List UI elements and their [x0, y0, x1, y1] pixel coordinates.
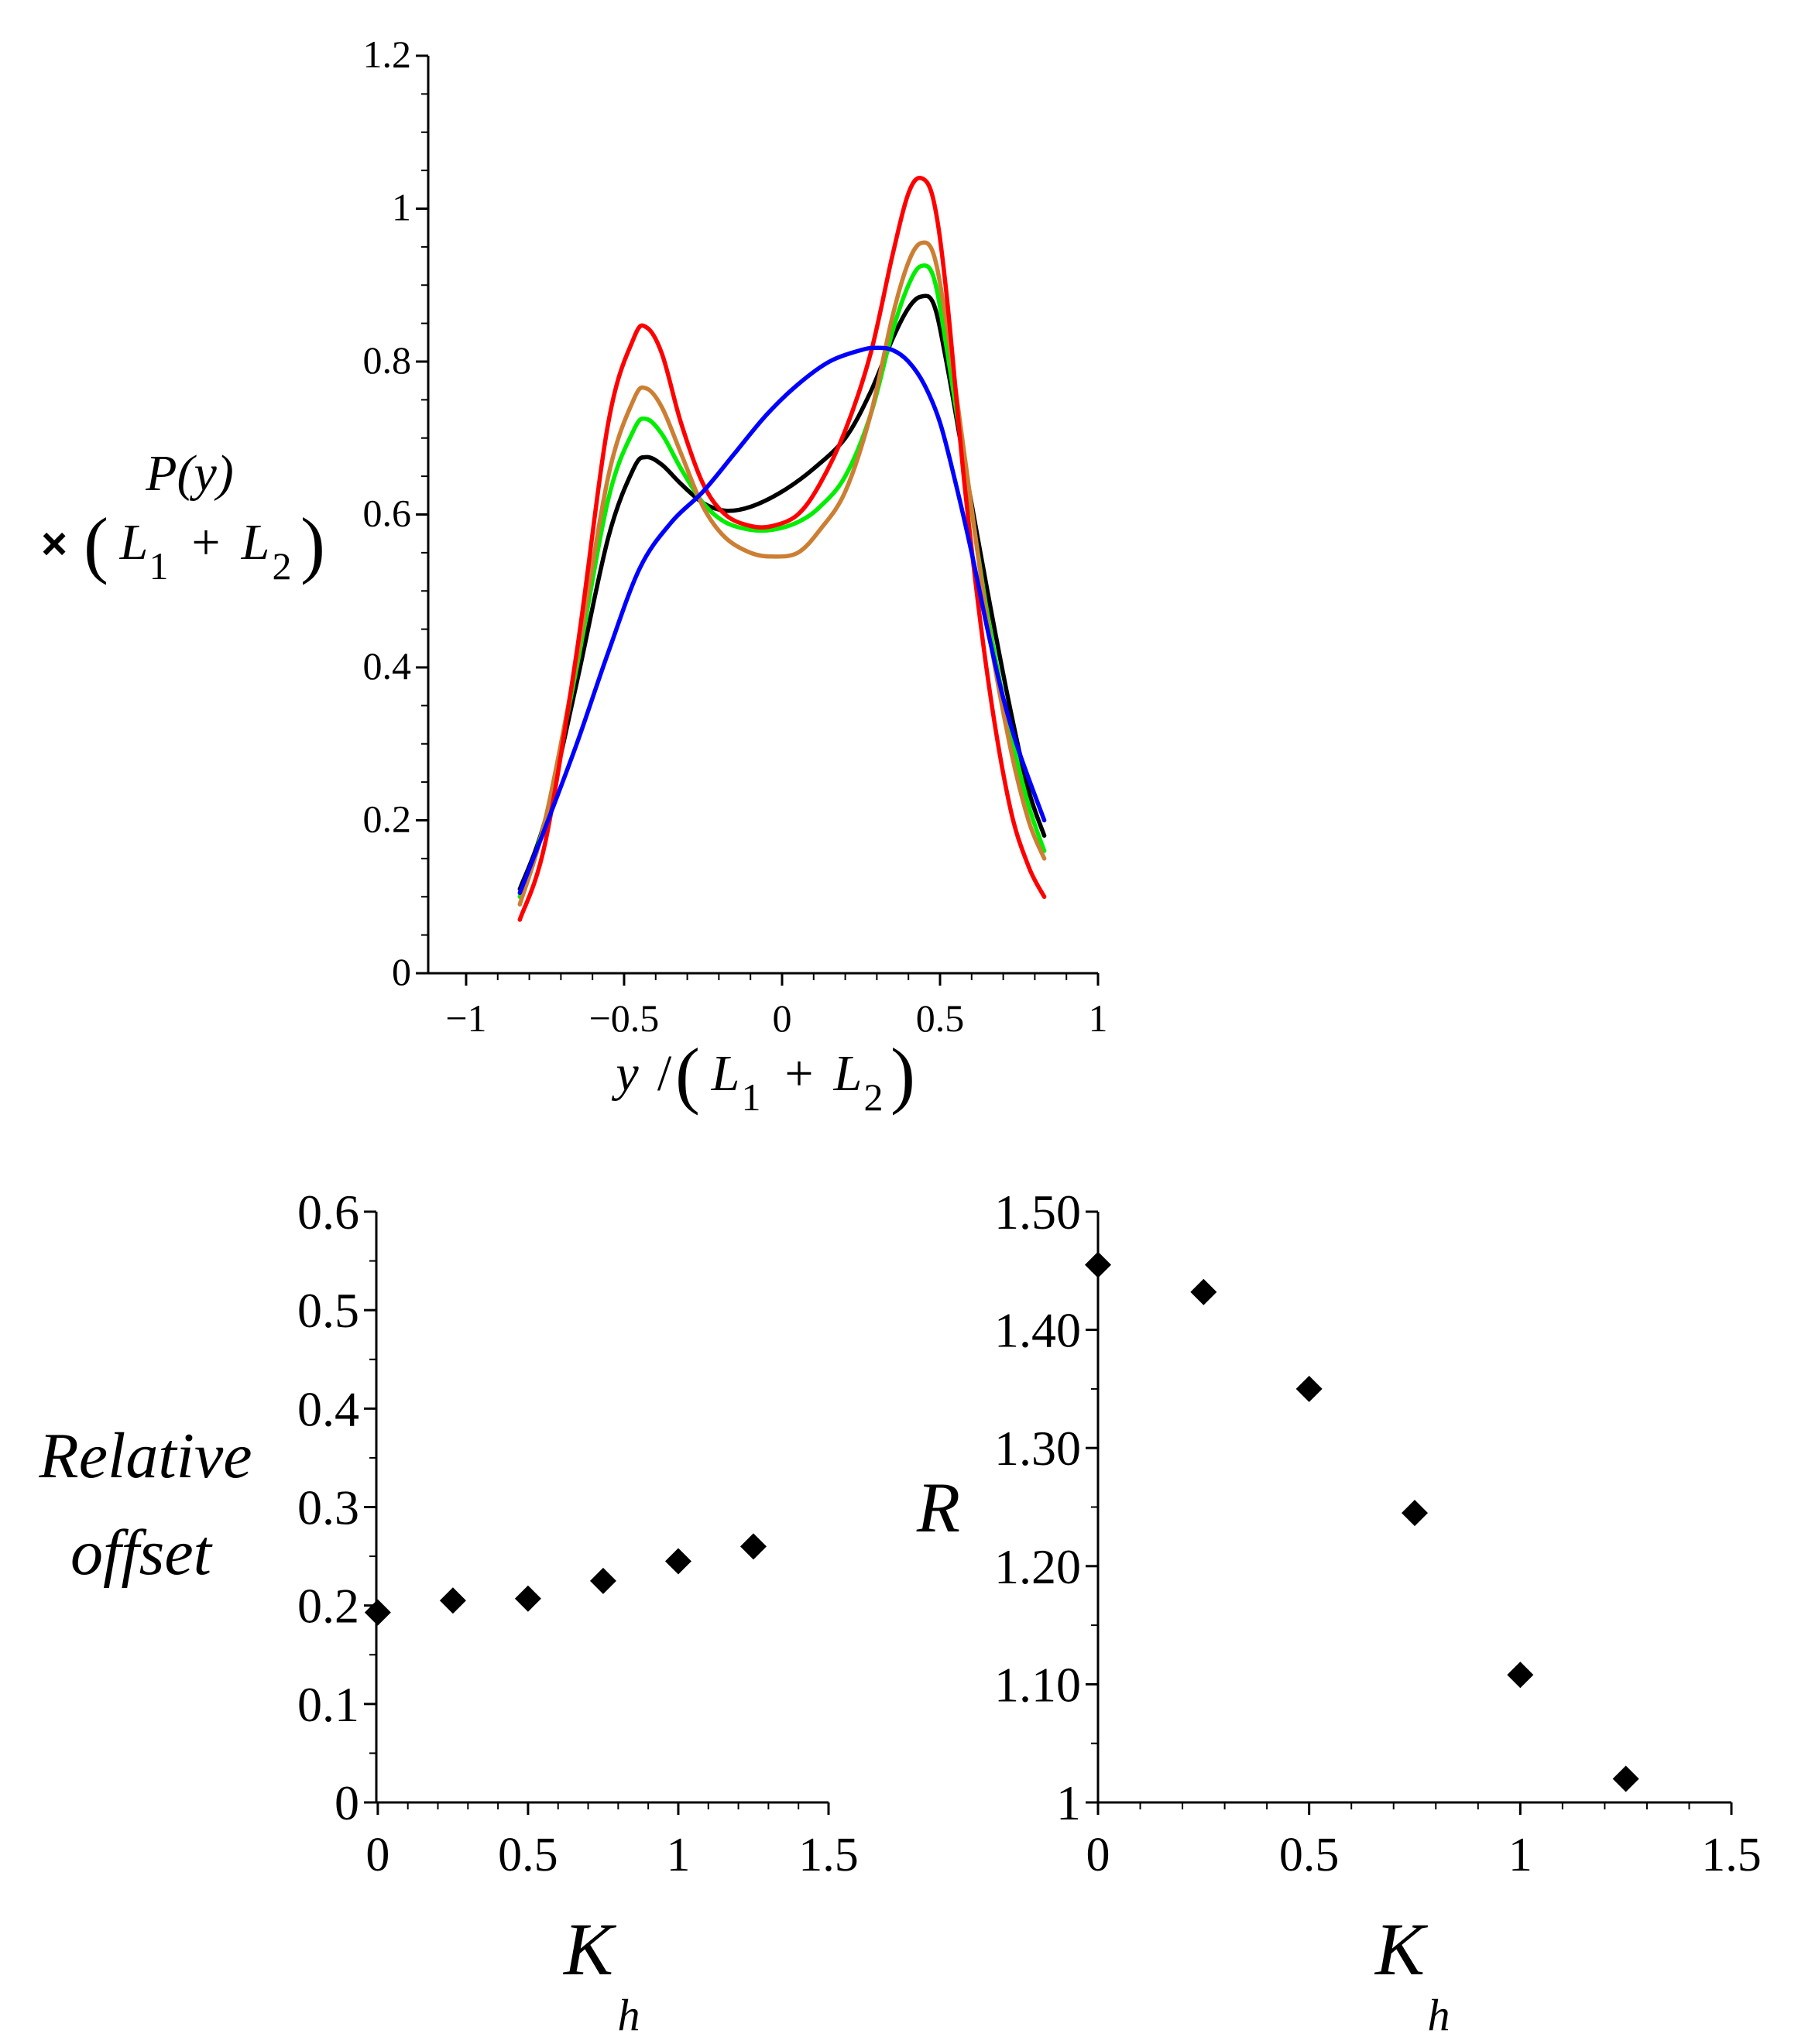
y-label-open-paren: (	[84, 502, 108, 585]
offset-point	[439, 1587, 466, 1614]
offset-y-tick-label: 0.5	[297, 1283, 359, 1338]
density-x-tick-label: 0	[772, 996, 791, 1040]
r-y-label: R	[916, 1468, 960, 1547]
density-y-label: P(y) × ( L 1 + L 2 )	[41, 445, 325, 588]
r-point	[1190, 1278, 1217, 1305]
y-label-l1: L	[119, 514, 149, 571]
density-x-tick-label: −0.5	[589, 996, 660, 1040]
density-y-tick-label: 1.2	[363, 33, 412, 76]
density-y-tick-label: 0.4	[363, 644, 412, 688]
r-y-tick-label: 1	[1056, 1775, 1081, 1830]
y-label-p: P(y)	[145, 445, 234, 502]
y-label-l2: L	[241, 514, 270, 571]
relative-offset-points	[364, 1533, 767, 1626]
x-label-l2: L	[833, 1045, 863, 1102]
x-label-open-paren: (	[675, 1033, 700, 1116]
x-label-slash: /	[657, 1045, 672, 1102]
offset-y-tick-label: 0.2	[297, 1579, 359, 1634]
density-plot-axes	[427, 56, 1098, 975]
r-ratio-ticks: 1 1.10 1.20 1.30 1.40 1.50 0 0.5 1 1.5	[994, 1185, 1762, 1881]
x-label-sub2: 2	[864, 1075, 884, 1119]
x-label-close-paren: )	[890, 1033, 915, 1116]
offset-point	[364, 1599, 391, 1626]
relative-offset-plot: 0 0.1 0.2 0.3 0.4 0.5 0.6 0 0.5 1 1.5 Relative off…	[38, 1185, 858, 2040]
offset-x-label-sub: h	[618, 1990, 640, 2040]
offset-x-label-k: K	[562, 1908, 617, 1991]
density-y-tick-label: 0.2	[363, 797, 412, 841]
offset-x-tick-label: 0	[365, 1829, 389, 1881]
density-x-label: y / ( L 1 + L 2 )	[611, 1033, 915, 1119]
offset-y-label-line1: Relative	[38, 1420, 252, 1492]
offset-y-tick-label: 0.1	[297, 1677, 359, 1732]
offset-point	[514, 1585, 541, 1612]
density-curve-orange	[517, 240, 1047, 907]
r-x-label: K h	[1374, 1908, 1450, 2040]
density-curve-black	[517, 293, 1047, 892]
relative-offset-axes	[375, 1212, 829, 1804]
r-ratio-plot: 1 1.10 1.20 1.30 1.40 1.50 0 0.5 1 1.5 R K h	[916, 1185, 1762, 2040]
r-x-tick-label: 1.5	[1701, 1829, 1762, 1881]
offset-x-tick-label: 1.5	[798, 1829, 859, 1881]
density-plot-ticks: 0 0.2 0.4 0.6 0.8 1 1.2 −1 −0.5 0 0.5 1	[363, 33, 1108, 1040]
offset-y-tick-label: 0.4	[297, 1381, 359, 1436]
density-curves	[517, 175, 1047, 922]
r-y-tick-label: 1.10	[994, 1657, 1081, 1712]
density-x-tick-label: 1	[1089, 996, 1108, 1040]
offset-point	[664, 1548, 691, 1575]
r-x-label-k: K	[1374, 1908, 1429, 1991]
x-label-plus: +	[784, 1045, 813, 1102]
r-point	[1612, 1765, 1639, 1792]
x-label-sub1: 1	[742, 1075, 761, 1119]
density-curve-red	[517, 175, 1047, 922]
r-point	[1402, 1500, 1428, 1527]
x-label-y: y	[611, 1045, 639, 1102]
offset-y-label-line2: offset	[70, 1517, 214, 1589]
r-y-tick-label: 1.30	[994, 1421, 1081, 1476]
r-y-tick-label: 1.50	[994, 1185, 1081, 1240]
svg-text:P(y): P(y)	[145, 445, 234, 502]
offset-x-label: K h	[562, 1908, 640, 2040]
r-x-tick-label: 0.5	[1279, 1829, 1340, 1881]
x-label-l1: L	[711, 1045, 740, 1102]
y-label-plus: +	[191, 514, 220, 571]
y-label-close-paren: )	[300, 502, 325, 585]
offset-x-tick-label: 0.5	[498, 1829, 558, 1881]
r-x-tick-label: 0	[1086, 1829, 1110, 1881]
density-plot: 0 0.2 0.4 0.6 0.8 1 1.2 −1 −0.5 0 0.5 1 P(y) × ( L …	[41, 33, 1107, 1119]
r-point	[1085, 1251, 1111, 1278]
r-point	[1507, 1662, 1534, 1689]
r-y-tick-label: 1.20	[994, 1539, 1081, 1594]
offset-x-tick-label: 1	[666, 1829, 690, 1881]
density-y-tick-label: 1	[392, 186, 411, 229]
density-y-tick-label: 0.6	[363, 492, 412, 535]
density-y-tick-label: 0	[392, 950, 411, 993]
r-point	[1295, 1375, 1323, 1402]
r-x-tick-label: 1	[1508, 1829, 1532, 1881]
y-label-times: ×	[41, 519, 67, 569]
offset-point	[739, 1533, 767, 1560]
density-curve-blue	[517, 345, 1047, 896]
relative-offset-ticks: 0 0.1 0.2 0.3 0.4 0.5 0.6 0 0.5 1 1.5	[297, 1185, 859, 1881]
density-x-tick-label: 0.5	[916, 996, 965, 1040]
offset-y-tick-label: 0.3	[297, 1480, 359, 1535]
r-ratio-points	[1085, 1251, 1639, 1792]
r-y-tick-label: 1.40	[994, 1303, 1081, 1358]
offset-y-tick-label: 0	[335, 1775, 359, 1830]
r-x-label-sub: h	[1428, 1990, 1450, 2040]
density-y-tick-label: 0.8	[363, 338, 412, 382]
y-label-sub2: 2	[273, 544, 292, 588]
offset-point	[589, 1567, 616, 1594]
density-x-tick-label: −1	[445, 996, 486, 1040]
y-label-sub1: 1	[149, 544, 169, 588]
offset-y-tick-label: 0.6	[297, 1185, 359, 1240]
